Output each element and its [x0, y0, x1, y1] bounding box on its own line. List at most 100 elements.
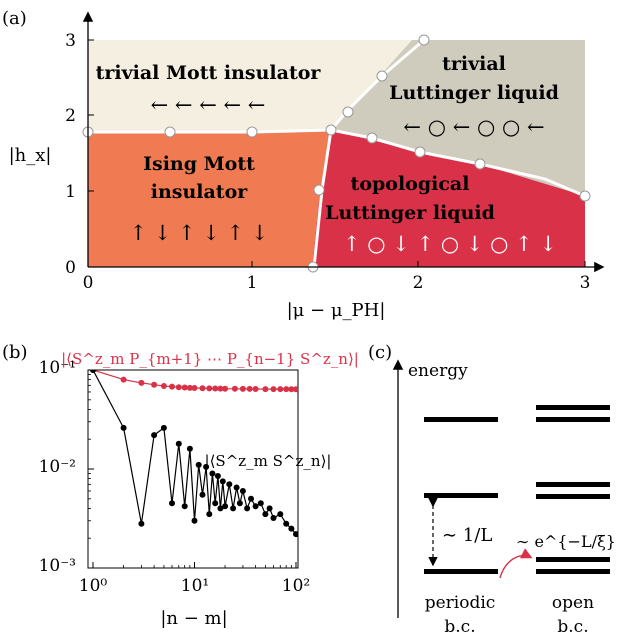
- string-order-label: |⟨S^z_m P_{m+1} ⋯ P_{n−1} S^z_n⟩|: [61, 350, 359, 368]
- boundary-point: [418, 34, 430, 46]
- spin-correlation-point: [262, 511, 269, 518]
- gap-label: ∼ 1/L: [442, 525, 492, 546]
- trivial-mott-arrows: ← ← ← ← ←: [151, 93, 266, 117]
- a-x-axis-label: |μ − μ_PH|: [287, 300, 386, 321]
- string-order-point: [138, 379, 145, 386]
- boundary-point: [246, 126, 258, 138]
- spin-correlation-point: [236, 500, 243, 507]
- boundary-point: [474, 158, 486, 170]
- open-label: open: [552, 593, 594, 613]
- spin-correlation-point: [191, 517, 198, 524]
- b-x-tick-label: 10¹: [181, 576, 209, 596]
- spin-correlation-point: [217, 505, 224, 512]
- string-order-point: [222, 385, 229, 392]
- b-y-tick-label: 10⁻²: [39, 457, 76, 477]
- a-y-axis-label: |h_x|: [9, 145, 52, 166]
- string-order-point: [270, 386, 277, 393]
- boundary-mott-ll: [329, 38, 425, 131]
- string-order-point: [199, 385, 206, 392]
- a-x-ticks: [87, 261, 586, 267]
- spin-correlation-point: [90, 370, 96, 373]
- b-ticks: [88, 369, 297, 569]
- panel-b-label: (b): [2, 342, 28, 363]
- spin-correlation-point: [248, 495, 254, 502]
- correlation-plot: 10⁻¹ 10⁻² 10⁻³ 10⁰ 10¹ 10² |n − m| |⟨S^z…: [39, 350, 359, 629]
- region-trivial-ll: [331, 40, 585, 196]
- string-order-point: [283, 386, 290, 393]
- open-level: [536, 417, 610, 422]
- open-level: [536, 405, 610, 410]
- string-order-point: [169, 383, 175, 390]
- a-y-ticks: [88, 39, 94, 192]
- string-order-point: [239, 385, 246, 392]
- string-order-point: [252, 386, 259, 392]
- string-order-point: [212, 385, 219, 392]
- spin-correlation-point: [138, 520, 145, 527]
- spin-correlation-point: [186, 445, 193, 452]
- energy-level-diagram: energy ∼ 1/L ∼ e^{−L/ξ} periodic b.c. op…: [392, 359, 616, 637]
- spin-correlation-point: [214, 473, 221, 479]
- split-arrow: [499, 548, 533, 579]
- spin-correlation-point: [244, 505, 251, 512]
- spin-correlation-point: [219, 478, 226, 485]
- spin-correlation-point: [230, 505, 237, 512]
- periodic-bc-label: b.c.: [444, 617, 475, 637]
- ising-mott-label-1: Ising Mott: [143, 153, 255, 175]
- ising-mott-label-2: insulator: [151, 181, 249, 203]
- boundary-point: [579, 190, 591, 202]
- a-x-tick-label: 2: [413, 273, 424, 293]
- string-order-point: [151, 381, 158, 388]
- trivial-ll-label-1: trivial: [442, 53, 506, 75]
- string-order-point: [262, 386, 269, 393]
- boundary-point: [414, 146, 426, 158]
- spin-correlation-point: [257, 500, 264, 507]
- b-y-tick-label: 10⁻³: [39, 556, 76, 576]
- topological-ll-arrows: ↑ ○ ↓ ↑ ○ ↓ ○ ↑ ↓: [343, 232, 557, 256]
- boundary-topo-ll: [330, 128, 586, 198]
- spin-correlation-point: [199, 491, 206, 498]
- spin-correlation-point: [181, 503, 188, 510]
- spin-correlation-point: [120, 424, 127, 431]
- open-level: [536, 569, 610, 574]
- a-x-tick-label: 1: [247, 273, 258, 293]
- panel-c-label: (c): [368, 342, 392, 363]
- b-y-tick-label: 10⁻¹: [39, 358, 76, 378]
- b-x-axis-label: |n − m|: [160, 608, 227, 629]
- spin-correlation-point: [233, 484, 240, 491]
- string-order-point: [206, 385, 213, 392]
- boundary-point: [313, 184, 325, 196]
- string-order-point: [181, 384, 188, 391]
- spin-correlation-point: [270, 515, 277, 521]
- spin-correlation-point: [277, 511, 284, 518]
- spin-correlation-label: |⟨S^z_m S^z_n⟩|: [205, 452, 332, 470]
- spin-correlation-point: [283, 520, 290, 527]
- open-level: [536, 557, 610, 562]
- string-order-point: [217, 385, 224, 392]
- a-x-tick-label: 0: [83, 273, 94, 293]
- periodic-level: [424, 493, 498, 498]
- boundary-mott: [88, 128, 332, 134]
- topological-ll-label-1: topological: [351, 173, 470, 195]
- periodic-level: [424, 569, 498, 574]
- trivial-ll-label-2: Luttinger liquid: [389, 82, 559, 104]
- spin-correlation-point: [266, 505, 273, 512]
- open-level: [536, 482, 610, 487]
- boundary-point: [376, 70, 388, 82]
- a-x-tick-label: 3: [580, 273, 591, 293]
- a-y-tick-label: 1: [65, 182, 76, 202]
- spin-correlation-point: [239, 488, 246, 494]
- string-order-point: [160, 383, 167, 389]
- string-order-point: [191, 385, 198, 391]
- spin-correlation-point: [169, 500, 175, 507]
- spin-correlation-point: [293, 531, 298, 538]
- string-order-point: [186, 384, 193, 391]
- boundary-point: [366, 132, 378, 144]
- spin-correlation-point: [226, 481, 233, 488]
- ising-mott-arrows: ↑ ↓ ↑ ↓ ↑ ↓: [130, 221, 269, 245]
- energy-label: energy: [408, 361, 468, 381]
- spin-correlation-point: [212, 500, 219, 507]
- open-bc-label: b.c.: [557, 617, 588, 637]
- region-topological-ll: [312, 130, 585, 267]
- string-order-point: [288, 386, 295, 393]
